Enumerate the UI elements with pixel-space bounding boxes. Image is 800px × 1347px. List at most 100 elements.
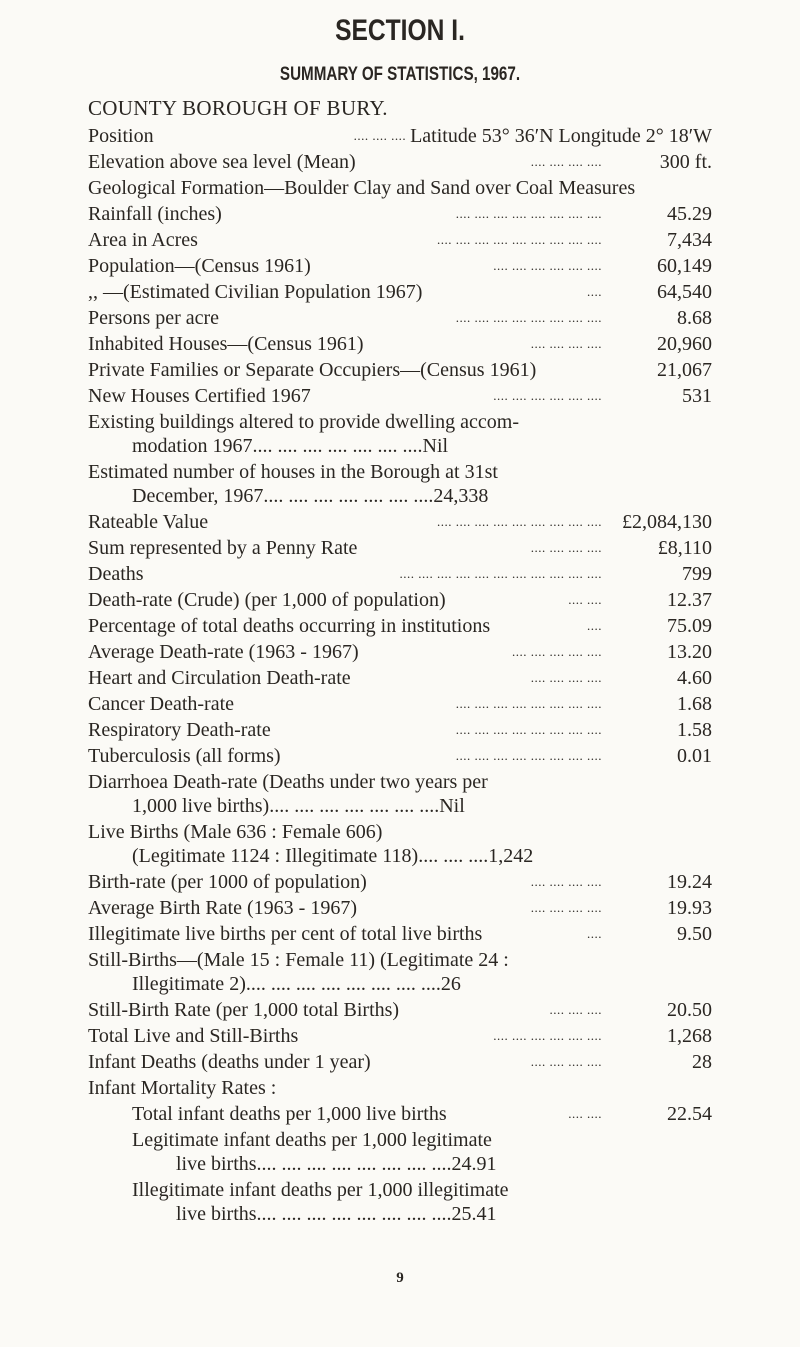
statistic-label: Estimated number of houses in the Boroug… bbox=[88, 461, 498, 483]
statistic-item: Estimated number of houses in the Boroug… bbox=[88, 460, 712, 508]
statistic-value: 24,338 bbox=[433, 485, 489, 507]
statistic-label: Infant Deaths (deaths under 1 year) bbox=[88, 1051, 371, 1073]
dot-leader: .... .... .... .... .... .... .... .... … bbox=[437, 514, 602, 529]
statistic-label: Illegitimate infant deaths per 1,000 ill… bbox=[132, 1179, 509, 1201]
statistic-item: Heart and Circulation Death-rate .... ...… bbox=[88, 666, 712, 690]
statistic-value: 75.09 bbox=[667, 615, 712, 637]
statistic-value: 20,960 bbox=[657, 333, 712, 355]
dot-leader: .... bbox=[587, 284, 602, 299]
statistic-value: £8,110 bbox=[657, 537, 712, 559]
statistic-item: Illegitimate infant deaths per 1,000 ill… bbox=[88, 1178, 712, 1226]
statistic-value: 9.50 bbox=[677, 923, 712, 945]
dot-leader: .... .... .... .... .... .... .... .... bbox=[455, 310, 602, 325]
statistic-item: Infant Mortality Rates : bbox=[88, 1076, 712, 1100]
statistic-item: Illegitimate live births per cent of tot… bbox=[88, 922, 712, 946]
statistic-item: Still-Births—(Male 15 : Female 11) (Legi… bbox=[88, 948, 712, 996]
statistic-value: 531 bbox=[682, 385, 712, 407]
dot-leader: .... .... .... .... .... .... .... .... … bbox=[399, 566, 602, 581]
statistic-item: Position .... .... .... Latitude 53° 36′N … bbox=[88, 124, 712, 148]
statistic-label: Heart and Circulation Death-rate bbox=[88, 667, 351, 689]
dot-leader: .... .... .... .... .... .... .... bbox=[252, 435, 423, 457]
statistic-label-continued: live births bbox=[176, 1153, 257, 1175]
statistic-label: Percentage of total deaths occurring in … bbox=[88, 615, 491, 637]
dot-leader: .... .... .... .... .... .... .... .... bbox=[455, 722, 602, 737]
dot-leader: .... .... .... .... .... .... .... bbox=[269, 795, 440, 817]
statistic-value: 1.58 bbox=[677, 719, 712, 741]
statistic-label: ,, —(Estimated Civilian Population 1967) bbox=[88, 281, 423, 303]
statistic-label: Deaths bbox=[88, 563, 144, 585]
statistic-label-continued: 1,000 live births) bbox=[132, 795, 270, 817]
statistic-item: Still-Birth Rate (per 1,000 total Births… bbox=[88, 998, 712, 1022]
statistic-value: 799 bbox=[682, 563, 712, 585]
statistic-label: Diarrhoea Death-rate (Deaths under two y… bbox=[88, 771, 488, 793]
statistic-label: Position bbox=[88, 125, 154, 147]
statistic-value: Nil bbox=[422, 435, 449, 457]
statistic-item: Legitimate infant deaths per 1,000 legit… bbox=[88, 1128, 712, 1176]
summary-subtitle: SUMMARY OF STATISTICS, 1967. bbox=[279, 64, 521, 85]
statistic-label-continued: live births bbox=[176, 1203, 257, 1225]
statistic-label: Inhabited Houses—(Census 1961) bbox=[88, 333, 364, 355]
statistic-label: Tuberculosis (all forms) bbox=[88, 745, 281, 767]
statistic-label: Persons per acre bbox=[88, 307, 220, 329]
statistic-label: Elevation above sea level (Mean) bbox=[88, 151, 356, 173]
statistic-label: Respiratory Death-rate bbox=[88, 719, 271, 741]
dot-leader: .... .... .... .... .... .... .... .... … bbox=[437, 232, 602, 247]
statistic-value: 19.93 bbox=[667, 897, 712, 919]
statistic-label: Infant Mortality Rates : bbox=[88, 1077, 277, 1099]
dot-leader: .... .... .... .... .... .... .... .... bbox=[455, 696, 602, 711]
statistic-label-continued: modation 1967 bbox=[132, 435, 253, 457]
page-number: 9 bbox=[396, 1270, 404, 1286]
statistic-item: Diarrhoea Death-rate (Deaths under two y… bbox=[88, 770, 712, 818]
statistic-item: Cancer Death-rate .... .... .... .... ...… bbox=[88, 692, 712, 716]
statistic-value: 1.68 bbox=[677, 693, 712, 715]
statistic-item: Persons per acre .... .... .... .... ....… bbox=[88, 306, 712, 330]
statistic-value: 24.91 bbox=[451, 1153, 497, 1175]
statistic-value: 1,268 bbox=[667, 1025, 712, 1047]
statistic-item: Deaths .... .... .... .... .... .... ....… bbox=[88, 562, 712, 586]
dot-leader: .... .... .... .... bbox=[530, 1054, 602, 1069]
statistic-item: Population—(Census 1961) .... .... .... .… bbox=[88, 254, 712, 278]
statistic-label: Total infant deaths per 1,000 live birth… bbox=[132, 1103, 447, 1125]
dot-leader: .... .... .... .... bbox=[530, 336, 602, 351]
dot-leader: .... .... .... .... .... bbox=[512, 644, 602, 659]
statistic-value: 22.54 bbox=[667, 1103, 712, 1125]
statistic-value: 25.41 bbox=[451, 1203, 497, 1225]
statistic-value: 28 bbox=[692, 1051, 712, 1073]
statistic-value: 60,149 bbox=[657, 255, 712, 277]
statistic-continuation: 1,000 live births).... .... .... .... ..… bbox=[88, 794, 712, 818]
section-title: SECTION I. bbox=[335, 14, 465, 47]
statistic-label: New Houses Certified 1967 bbox=[88, 385, 311, 407]
statistic-item: New Houses Certified 1967 .... .... .... … bbox=[88, 384, 712, 408]
statistic-continuation: live births.... .... .... .... .... ....… bbox=[132, 1202, 712, 1226]
dot-leader: .... .... .... .... bbox=[530, 874, 602, 889]
statistic-item: Inhabited Houses—(Census 1961) .... .... … bbox=[88, 332, 712, 356]
dot-leader: .... .... .... .... .... .... .... .... bbox=[455, 206, 602, 221]
statistic-item: Average Death-rate (1963 - 1967) .... ...… bbox=[88, 640, 712, 664]
dot-leader: .... .... .... bbox=[549, 1002, 602, 1017]
statistic-item: Live Births (Male 636 : Female 606) (Legi… bbox=[88, 820, 712, 868]
statistic-value: Nil bbox=[439, 795, 465, 817]
statistic-value: 20.50 bbox=[667, 999, 712, 1021]
statistic-label: Cancer Death-rate bbox=[88, 693, 235, 715]
dot-leader: .... bbox=[587, 618, 602, 633]
statistic-continuation: live births.... .... .... .... .... ....… bbox=[132, 1152, 712, 1176]
statistic-label: Average Birth Rate (1963 - 1967) bbox=[88, 897, 357, 919]
dot-leader: .... .... .... .... bbox=[530, 900, 602, 915]
statistic-value: 26 bbox=[440, 973, 461, 995]
statistic-label: Geological Formation—Boulder Clay and Sa… bbox=[88, 177, 636, 199]
statistic-item: Rateable Value .... .... .... .... .... .… bbox=[88, 510, 712, 534]
statistic-label: Still-Births—(Male 15 : Female 11) (Legi… bbox=[88, 949, 509, 971]
statistic-item: Private Families or Separate Occupiers—(… bbox=[88, 358, 712, 382]
dot-leader: .... .... .... .... .... .... .... .... bbox=[455, 748, 602, 763]
statistic-item: Rainfall (inches) .... .... .... .... ...… bbox=[88, 202, 712, 226]
statistic-label: Birth-rate (per 1000 of population) bbox=[88, 871, 367, 893]
statistic-continuation: modation 1967.... .... .... .... .... ..… bbox=[88, 434, 712, 458]
statistic-label: Illegitimate live births per cent of tot… bbox=[88, 923, 483, 945]
statistic-label: Still-Birth Rate (per 1,000 total Births… bbox=[88, 999, 400, 1021]
statistic-item: Infant Deaths (deaths under 1 year) .... … bbox=[88, 1050, 712, 1074]
statistic-label: Legitimate infant deaths per 1,000 legit… bbox=[132, 1129, 492, 1151]
statistic-value: £2,084,130 bbox=[622, 511, 712, 533]
dot-leader: .... .... .... bbox=[418, 845, 489, 867]
dot-leader: .... .... .... .... bbox=[530, 154, 602, 169]
statistic-value: 12.37 bbox=[667, 589, 712, 611]
